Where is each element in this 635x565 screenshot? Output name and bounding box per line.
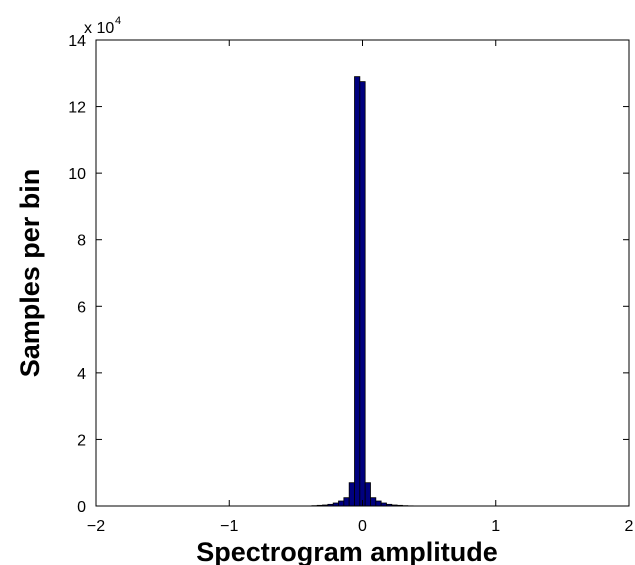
y-tick-label: 0 [77,499,86,516]
y-axis-title: Samples per bin [15,169,45,378]
histogram-bar [370,497,377,507]
x-tick-label: 2 [625,518,634,535]
x-axis-ticks: −2 −1 0 1 2 [87,40,634,535]
x-tick-label: 1 [491,518,500,535]
x-tick-label: −2 [87,518,105,535]
histogram-bar [364,482,371,507]
histogram-bar [343,497,350,507]
histogram-bar [359,81,366,507]
histogram-bars [311,76,414,507]
x-axis-title: Spectrogram amplitude [196,537,498,565]
y-axis-ticks: 0 2 4 6 8 10 12 14 [68,33,629,516]
y-exponent-label: x 10 [84,20,114,37]
histogram-bar [348,482,355,507]
x-tick-label: 0 [358,518,367,535]
histogram-bar [338,500,345,507]
x-tick-label: −1 [220,518,238,535]
y-tick-label: 4 [77,366,86,383]
histogram-bar [375,500,382,507]
y-tick-label: 8 [77,233,86,250]
y-tick-label: 14 [68,33,86,50]
y-tick-label: 12 [68,100,86,117]
y-tick-label: 2 [77,432,86,449]
y-tick-label: 6 [77,299,86,316]
y-tick-label: 10 [68,166,86,183]
y-exponent-power: 4 [115,15,121,27]
histogram-bar [354,76,361,507]
